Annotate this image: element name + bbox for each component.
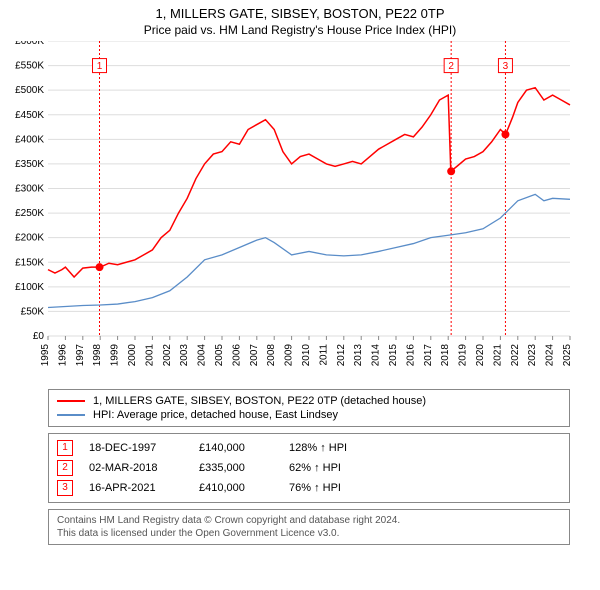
license-line: This data is licensed under the Open Gov… (57, 527, 561, 540)
svg-text:3: 3 (503, 61, 509, 72)
svg-text:2016: 2016 (405, 344, 416, 367)
svg-text:£400K: £400K (15, 134, 44, 145)
legend-swatch-icon (57, 400, 85, 402)
svg-text:2013: 2013 (353, 344, 364, 367)
marker-icon: 3 (57, 480, 73, 496)
legend-label: HPI: Average price, detached house, East… (93, 409, 338, 421)
svg-text:£200K: £200K (15, 233, 44, 244)
event-change: 62% ↑ HPI (289, 462, 561, 474)
legend: 1, MILLERS GATE, SIBSEY, BOSTON, PE22 0T… (48, 389, 570, 427)
event-change: 128% ↑ HPI (289, 442, 561, 454)
svg-text:1999: 1999 (110, 344, 121, 367)
chart-svg: £0 £50K £100K £150K £200K £250K £300K £350K £400… (0, 41, 600, 381)
event-date: 02-MAR-2018 (89, 462, 199, 474)
legend-swatch-icon (57, 414, 85, 416)
svg-text:£600K: £600K (15, 41, 44, 47)
svg-text:1998: 1998 (92, 344, 103, 367)
svg-text:£500K: £500K (15, 85, 44, 96)
svg-text:1995: 1995 (40, 344, 51, 367)
svg-text:2023: 2023 (527, 344, 538, 367)
svg-text:2006: 2006 (231, 344, 242, 367)
svg-text:2014: 2014 (371, 344, 382, 367)
svg-text:2024: 2024 (545, 344, 556, 367)
marker-icon: 1 (57, 440, 73, 456)
svg-text:2000: 2000 (127, 344, 138, 367)
svg-text:2003: 2003 (179, 344, 190, 367)
svg-text:2022: 2022 (510, 344, 521, 367)
chart-area: £0 £50K £100K £150K £200K £250K £300K £350K £400… (0, 41, 600, 381)
event-date: 18-DEC-1997 (89, 442, 199, 454)
event-change: 76% ↑ HPI (289, 482, 561, 494)
svg-text:1997: 1997 (75, 344, 86, 367)
svg-text:1: 1 (97, 61, 103, 72)
svg-text:2001: 2001 (144, 344, 155, 367)
event-price: £140,000 (199, 442, 289, 454)
svg-text:£0: £0 (33, 331, 45, 342)
svg-text:2: 2 (448, 61, 454, 72)
event-price: £410,000 (199, 482, 289, 494)
svg-text:2009: 2009 (284, 344, 295, 367)
license-note: Contains HM Land Registry data © Crown c… (48, 509, 570, 545)
svg-text:2011: 2011 (318, 344, 329, 366)
svg-text:2008: 2008 (266, 344, 277, 367)
event-row: 1 18-DEC-1997 £140,000 128% ↑ HPI (57, 438, 561, 458)
event-date: 16-APR-2021 (89, 482, 199, 494)
svg-text:£350K: £350K (15, 159, 44, 170)
svg-text:2019: 2019 (458, 344, 469, 367)
svg-text:2010: 2010 (301, 344, 312, 367)
svg-text:1996: 1996 (57, 344, 68, 367)
svg-text:2002: 2002 (162, 344, 173, 367)
svg-text:£150K: £150K (15, 257, 44, 268)
svg-text:2012: 2012 (336, 344, 347, 367)
legend-label: 1, MILLERS GATE, SIBSEY, BOSTON, PE22 0T… (93, 395, 426, 407)
svg-text:2005: 2005 (214, 344, 225, 367)
license-line: Contains HM Land Registry data © Crown c… (57, 514, 561, 527)
chart-title: 1, MILLERS GATE, SIBSEY, BOSTON, PE22 0T… (0, 0, 600, 21)
svg-text:2007: 2007 (249, 344, 260, 367)
events-table: 1 18-DEC-1997 £140,000 128% ↑ HPI 2 02-M… (48, 433, 570, 503)
svg-text:2015: 2015 (388, 344, 399, 367)
marker-icon: 2 (57, 460, 73, 476)
svg-text:2025: 2025 (562, 344, 573, 367)
event-row: 2 02-MAR-2018 £335,000 62% ↑ HPI (57, 458, 561, 478)
svg-text:2020: 2020 (475, 344, 486, 367)
svg-text:£450K: £450K (15, 110, 44, 121)
svg-text:2017: 2017 (423, 344, 434, 367)
event-row: 3 16-APR-2021 £410,000 76% ↑ HPI (57, 478, 561, 498)
svg-text:2021: 2021 (492, 344, 503, 367)
svg-text:£50K: £50K (21, 306, 45, 317)
legend-item: 1, MILLERS GATE, SIBSEY, BOSTON, PE22 0T… (57, 394, 561, 408)
svg-text:£100K: £100K (15, 282, 44, 293)
svg-text:£550K: £550K (15, 61, 44, 72)
legend-item: HPI: Average price, detached house, East… (57, 408, 561, 422)
chart-subtitle: Price paid vs. HM Land Registry's House … (0, 21, 600, 41)
event-price: £335,000 (199, 462, 289, 474)
svg-text:2018: 2018 (440, 344, 451, 367)
svg-text:£300K: £300K (15, 184, 44, 195)
svg-text:£250K: £250K (15, 208, 44, 219)
svg-text:2004: 2004 (197, 344, 208, 367)
